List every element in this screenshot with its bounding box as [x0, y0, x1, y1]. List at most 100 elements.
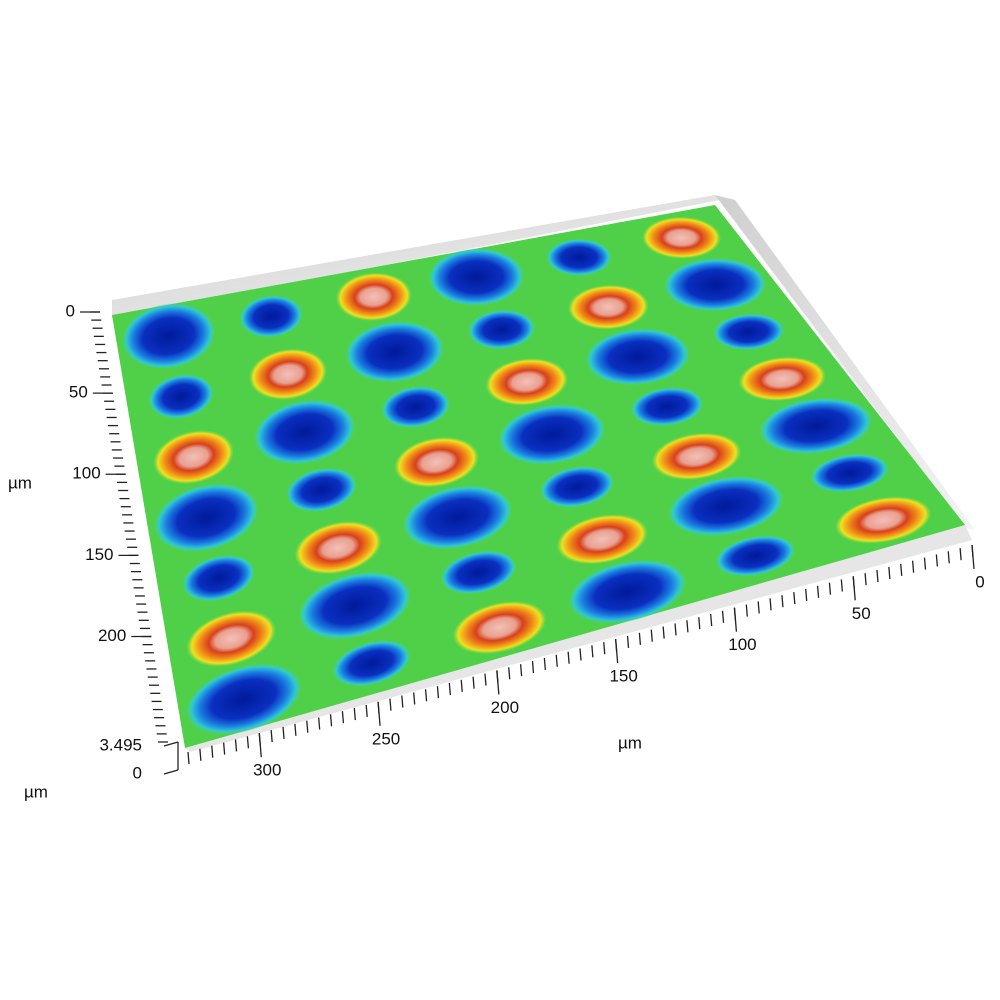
- pit: [759, 397, 873, 455]
- minor-tick: [911, 560, 915, 573]
- minor-tick: [306, 720, 309, 733]
- minor-tick: [828, 582, 832, 595]
- minor-tick: [472, 676, 475, 689]
- bump: [248, 348, 327, 400]
- bump: [738, 356, 827, 402]
- surface-features: [121, 216, 932, 735]
- pit: [540, 466, 614, 508]
- minor-tick: [626, 635, 630, 649]
- minor-tick: [436, 686, 440, 699]
- minor-tick: [816, 585, 820, 598]
- bump: [394, 436, 480, 488]
- z-tick: [163, 741, 179, 747]
- bump: [485, 358, 569, 406]
- x-axis-label: µm: [618, 733, 642, 752]
- bump: [567, 284, 649, 330]
- pit: [715, 535, 796, 577]
- pit: [668, 476, 784, 537]
- back-wall: [112, 195, 720, 318]
- bump: [651, 432, 742, 480]
- z-axis-label: µm: [24, 782, 48, 801]
- y-tick-label: 200: [98, 626, 126, 645]
- minor-tick: [805, 588, 808, 601]
- pit: [546, 238, 612, 276]
- x-tick: [971, 544, 975, 570]
- side-wall: [715, 195, 975, 530]
- bump: [294, 521, 382, 575]
- minor-tick: [923, 557, 927, 570]
- minor-tick: [721, 610, 725, 623]
- bump: [556, 514, 648, 565]
- pit: [810, 453, 889, 493]
- y-tick-label: 50: [69, 383, 88, 402]
- minor-tick: [246, 736, 250, 749]
- pit: [286, 467, 357, 512]
- minor-tick: [710, 613, 713, 627]
- minor-tick: [591, 645, 594, 658]
- z-tick-label: 3.495: [99, 735, 142, 754]
- minor-tick: [650, 629, 653, 642]
- pit: [239, 295, 303, 338]
- minor-tick: [686, 620, 689, 633]
- minor-tick: [674, 623, 677, 636]
- minor-tick: [579, 648, 582, 661]
- minor-tick: [353, 708, 356, 721]
- pit: [663, 258, 767, 312]
- minor-tick: [318, 717, 321, 730]
- minor-tick: [199, 748, 202, 761]
- y-tick-label: 100: [72, 464, 100, 483]
- minor-tick: [424, 689, 428, 702]
- bump: [835, 496, 932, 544]
- minor-tick: [959, 548, 962, 561]
- pit: [713, 313, 785, 350]
- x-tick-label: 250: [372, 729, 400, 748]
- x-tick-label: 200: [491, 698, 519, 717]
- x-tick: [377, 701, 381, 726]
- minor-tick: [401, 695, 404, 708]
- minor-tick: [840, 579, 843, 592]
- x-tick: [258, 733, 262, 758]
- minor-tick: [781, 595, 784, 608]
- minor-tick: [365, 704, 368, 718]
- minor-tick: [662, 626, 665, 639]
- minor-tick: [638, 632, 642, 645]
- x-tick: [852, 576, 856, 601]
- minor-tick: [234, 739, 238, 752]
- minor-tick: [757, 601, 760, 614]
- minor-tick: [413, 692, 416, 705]
- pit: [253, 399, 356, 465]
- minor-tick: [567, 651, 570, 664]
- minor-tick: [864, 573, 867, 586]
- minor-tick: [294, 723, 297, 736]
- minor-tick: [448, 682, 451, 696]
- pit: [121, 303, 216, 370]
- pit: [631, 387, 704, 426]
- minor-tick: [947, 551, 950, 564]
- pit: [153, 483, 259, 552]
- y-tick-label: 0: [66, 301, 75, 320]
- x-tick-label: 50: [852, 604, 871, 623]
- minor-tick: [543, 657, 547, 670]
- minor-tick: [222, 742, 226, 755]
- bump: [153, 430, 234, 485]
- pit: [148, 374, 214, 419]
- pit: [428, 248, 525, 306]
- bump: [452, 601, 547, 655]
- y-tick-label: 150: [85, 545, 113, 564]
- x-tick-label: 0: [975, 572, 984, 591]
- minor-tick: [484, 673, 487, 686]
- minor-tick: [698, 617, 701, 630]
- pit: [332, 640, 411, 687]
- x-tick-label: 100: [728, 635, 756, 654]
- bump: [335, 272, 412, 321]
- x-tick: [614, 639, 619, 664]
- minor-tick: [603, 642, 606, 655]
- minor-tick: [900, 563, 903, 576]
- x-tick: [496, 670, 500, 695]
- minor-tick: [876, 570, 879, 583]
- z-tick-label: 0: [133, 763, 142, 782]
- bump: [186, 610, 277, 667]
- minor-tick: [341, 711, 345, 724]
- minor-tick: [389, 698, 392, 711]
